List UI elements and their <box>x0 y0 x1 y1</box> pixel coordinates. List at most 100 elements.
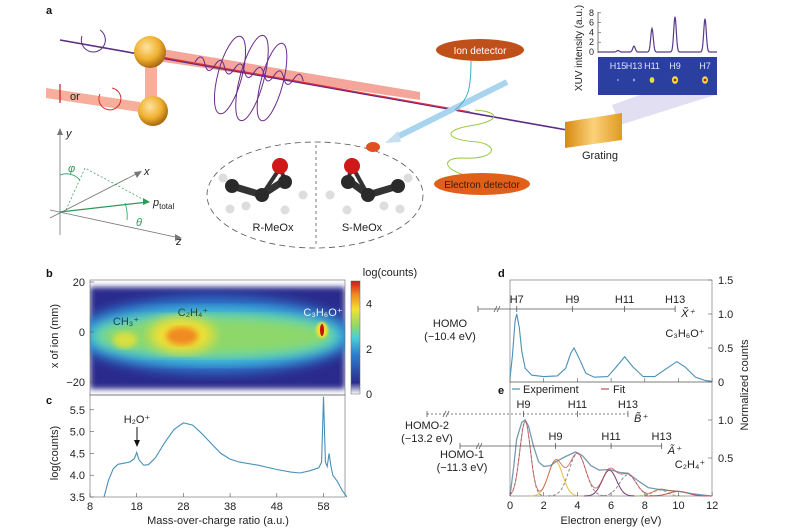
molecular-beam-arrow-icon <box>385 131 401 143</box>
b-ylabel: x of ion (mm) <box>49 304 61 368</box>
colorbar <box>350 280 361 395</box>
xuv-ytick-label: 0 <box>589 47 594 57</box>
legend-fit: Fit <box>613 384 625 396</box>
c-ytick-label: 3.5 <box>70 492 85 504</box>
c-xtick-label: 48 <box>271 501 283 513</box>
circular-polarization-arrow-icon <box>80 29 106 53</box>
xuv-ylabel: XUV intensity (a.u.) <box>574 5 585 91</box>
circular-polarization-arrow-icon <box>98 87 122 111</box>
harmonic-label-H11: H11 <box>644 61 660 71</box>
ir-beam-core <box>149 54 471 113</box>
mirror-bottom <box>138 96 168 126</box>
d-ytick-label: 0 <box>718 377 724 389</box>
e-xlabel: Electron energy (eV) <box>561 515 662 527</box>
e-xtick-label: 8 <box>642 500 648 512</box>
homo-state-label: X̃⁺ <box>680 307 695 320</box>
axis-break-icon <box>493 305 501 313</box>
r-meox-molecule <box>218 158 308 215</box>
molecule-enantiomers: R-MeOx S-MeOx <box>206 141 424 249</box>
setup-diagram: or y x z φ θ ptotal <box>46 29 715 249</box>
xuv-spectrum-line <box>598 16 717 53</box>
d-species-label: C₃H₆O⁺ <box>665 328 704 340</box>
molecular-beam <box>393 79 509 141</box>
polarization-or-label: or <box>70 91 80 103</box>
homo2-harmonic-label: H11 <box>568 399 587 411</box>
p-subscript: total <box>159 202 174 211</box>
x-axis-label: x <box>143 166 150 178</box>
c-xtick-label: 38 <box>224 501 236 513</box>
homo1-energy: (−11.3 eV) <box>437 462 488 474</box>
harmonic-label-H9: H9 <box>669 61 681 71</box>
e-xtick-label: 0 <box>507 500 513 512</box>
c-xtick-label: 58 <box>317 501 329 513</box>
electron-trajectory <box>447 109 495 176</box>
c-ytick-label: 4.5 <box>70 448 85 460</box>
xuv-ytick-label: 2 <box>589 37 594 47</box>
axis-break-icon <box>442 410 450 418</box>
coordinate-axes: y x z φ θ ptotal <box>49 128 182 248</box>
electron-detector-label: Electron detector <box>444 180 520 191</box>
xuv-ytick-label: 4 <box>589 27 594 37</box>
h2o-arrowhead-icon <box>134 440 140 447</box>
d-orbital-name: HOMO <box>433 318 468 330</box>
colorbar-label: log(counts) <box>363 267 417 279</box>
harmonic-spot <box>649 77 655 83</box>
d-ytick-label: 0.5 <box>718 343 733 355</box>
c-ytick-label: 5.5 <box>70 405 85 417</box>
c-xtick-label: 18 <box>131 501 143 513</box>
annotation-c3h6o: C₃H₆O⁺ <box>303 307 342 319</box>
p-total-label: ptotal <box>152 197 174 211</box>
axis-break-icon <box>475 442 483 450</box>
homo2-energy: (−13.2 eV) <box>401 433 453 445</box>
e-xtick-label: 4 <box>574 500 580 512</box>
ion-detector-label: Ion detector <box>454 46 507 57</box>
d-orbital-energy: (−10.4 eV) <box>424 331 476 343</box>
electron-detector <box>434 173 530 195</box>
d-experiment-line <box>509 313 713 382</box>
fit-component-3 <box>584 469 635 497</box>
phi-label: φ <box>68 163 75 175</box>
panel-label-e: e <box>498 385 504 397</box>
homo2-harmonic-label: H9 <box>516 399 530 411</box>
legend: Experiment Fit <box>512 384 625 396</box>
harmonic-label-H7: H7 <box>699 61 711 71</box>
mass-spectrum-line <box>103 396 348 498</box>
homo1-harmonic-label: H9 <box>548 431 562 443</box>
b-ytick-label: 20 <box>73 277 85 289</box>
d-ytick-label: 1.0 <box>718 309 733 321</box>
panel-label-b: b <box>46 268 53 280</box>
diffracted-beam <box>612 95 715 125</box>
ion-trajectory <box>454 60 472 111</box>
normalized-counts-ylabel: Normalized counts <box>739 339 751 431</box>
c-xlabel: Mass-over-charge ratio (a.u.) <box>147 515 289 527</box>
ir-beam-in <box>46 88 140 112</box>
e-xtick-label: 10 <box>672 500 684 512</box>
xuv-pulse-train <box>194 34 304 122</box>
z-axis-label: z <box>175 236 182 248</box>
annotation-c2h4: C₂H₄⁺ <box>178 307 209 319</box>
panel-label-c: c <box>46 395 52 407</box>
harmonic-spot-core <box>673 78 677 82</box>
line-chart-panel-c: 8 18 28 38 48 58 3.5 4.0 4.5 5.0 5.5 log(counts) M… <box>49 394 348 527</box>
c-xtick-label: 8 <box>87 501 93 513</box>
colorbar-tick-label: 0 <box>366 389 372 401</box>
harmonic-spot <box>617 78 619 82</box>
mirror-top <box>134 36 166 68</box>
b-ytick-label: 0 <box>79 327 85 339</box>
homo-harmonic-label: H7 <box>510 294 524 306</box>
homo2-state-label: B̃⁺ <box>634 412 648 425</box>
c-ytick-label: 5.0 <box>70 427 85 439</box>
e-species-label: C₂H₄⁺ <box>675 459 706 471</box>
e-ytick-label: 0.5 <box>718 453 733 465</box>
e-ytick-label: 1.0 <box>718 415 733 427</box>
fit-component-1 <box>530 460 581 497</box>
homo-harmonic-label: H9 <box>565 294 579 306</box>
homo-harmonic-label: H13 <box>665 294 685 306</box>
s-meox-label: S-MeOx <box>342 222 383 234</box>
ion-detector <box>436 39 524 61</box>
b-ytick-label: −20 <box>66 377 85 389</box>
xuv-camera-strip <box>598 57 717 95</box>
grating-label: Grating <box>582 150 618 162</box>
